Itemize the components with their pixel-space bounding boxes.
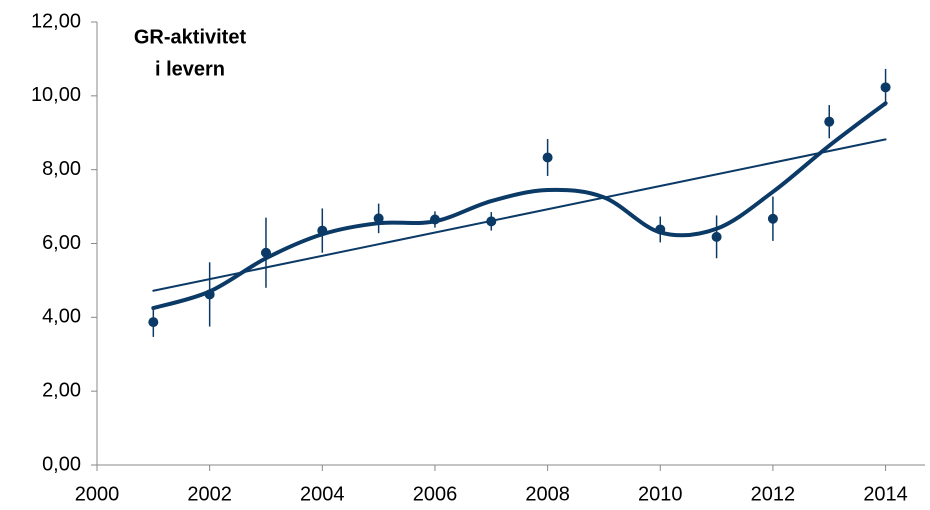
data-point <box>711 231 722 242</box>
smooth-curve <box>151 101 888 311</box>
data-point <box>767 213 778 224</box>
x-tick-label: 2014 <box>863 483 908 505</box>
y-tick-label: 4,00 <box>42 306 81 328</box>
x-tick-label: 2004 <box>300 483 345 505</box>
data-point <box>880 82 891 93</box>
chart-title: GR-aktivitet <box>134 26 247 48</box>
trend-line <box>152 138 887 292</box>
x-tick-label: 2012 <box>751 483 796 505</box>
data-point <box>148 317 159 328</box>
y-tick-label: 10,00 <box>31 84 81 106</box>
y-tick-label: 6,00 <box>42 232 81 254</box>
y-tick-label: 0,00 <box>42 453 81 475</box>
y-tick-label: 8,00 <box>42 158 81 180</box>
chart-title: i levern <box>155 58 225 80</box>
data-point <box>824 116 835 127</box>
x-tick-label: 2002 <box>187 483 232 505</box>
data-point <box>542 152 553 163</box>
x-tick-label: 2008 <box>525 483 570 505</box>
y-tick-label: 12,00 <box>31 10 81 32</box>
x-tick-label: 2010 <box>638 483 683 505</box>
data-point <box>373 213 384 224</box>
x-tick-label: 2000 <box>75 483 120 505</box>
y-tick-label: 2,00 <box>42 379 81 401</box>
x-tick-label: 2006 <box>413 483 458 505</box>
